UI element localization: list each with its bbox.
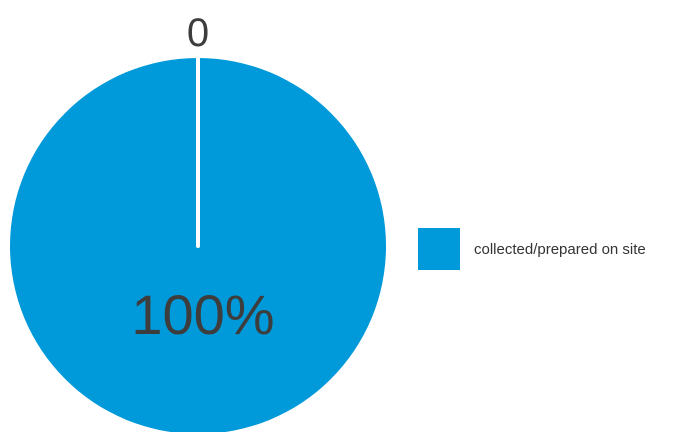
legend: collected/prepared on site <box>418 228 646 270</box>
slice-labels-layer: 100% <box>131 283 274 346</box>
legend-label-collected-prepared-on-site[interactable]: collected/prepared on site <box>474 240 646 258</box>
slice-percent-label-0: 100% <box>131 283 274 346</box>
legend-swatch-collected-prepared-on-site[interactable] <box>418 228 460 270</box>
start-tick-label: 0 <box>187 11 209 55</box>
